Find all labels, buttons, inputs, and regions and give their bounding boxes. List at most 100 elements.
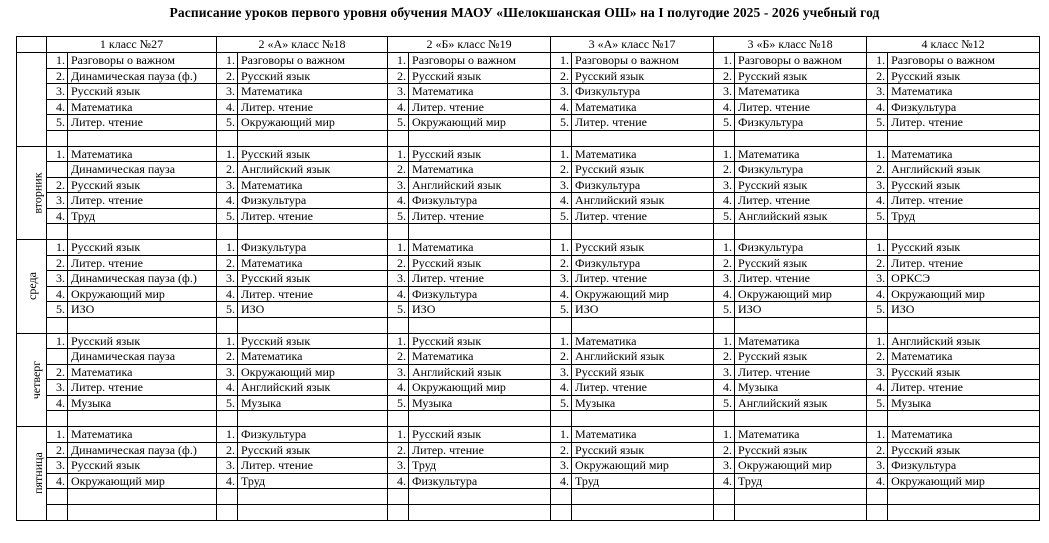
lesson-row: 4. Математика 4. Литер. чтение 4. Литер. чтен… bbox=[17, 98, 1041, 115]
lesson-row: 3. Русский язык 3. Литер. чтение 3. Труд 3. Окр… bbox=[17, 457, 1041, 474]
lesson-number: 1. bbox=[866, 239, 889, 256]
lesson-number: 5. bbox=[713, 114, 736, 131]
lesson-subject: Музыка bbox=[236, 394, 389, 411]
lesson-number: 3. bbox=[866, 176, 889, 193]
lesson-row bbox=[17, 488, 1041, 505]
lesson-number: 4. bbox=[713, 98, 736, 115]
lesson-row: среда 1. Русский язык 1. Физкультура 1. Матема… bbox=[16, 239, 1041, 334]
lesson-number: 3. bbox=[550, 83, 573, 100]
day-cell: понедельник bbox=[16, 52, 47, 147]
lesson-subject: Окружающий мир bbox=[67, 472, 217, 489]
lesson-subject: Музыка bbox=[67, 394, 217, 411]
lesson-subject: ИЗО bbox=[887, 301, 1041, 318]
empty-number-cell bbox=[866, 316, 889, 334]
lesson-subject: Русский язык bbox=[571, 239, 715, 256]
lesson-number: 4. bbox=[866, 98, 889, 115]
lesson-subject: Динамическая пауза (ф.) bbox=[67, 67, 217, 84]
lesson-row: 2. Русский язык 3. Математика 3. Английский я… bbox=[17, 176, 1041, 193]
lesson-row: Динамическая пауза 2. Математика 2. Математи… bbox=[17, 348, 1041, 365]
empty-subject-cell bbox=[408, 129, 552, 147]
lesson-number: 2. bbox=[866, 348, 889, 365]
lesson-number: 3. bbox=[866, 270, 889, 287]
lesson-number bbox=[387, 488, 410, 505]
lesson-subject: Математика bbox=[571, 98, 715, 115]
lesson-number: 3. bbox=[866, 83, 889, 100]
empty-subject-cell bbox=[887, 129, 1041, 147]
lesson-subject: Литер. чтение bbox=[887, 192, 1041, 209]
lesson-number: 5. bbox=[550, 114, 573, 131]
empty-number-cell bbox=[866, 410, 889, 427]
lesson-number bbox=[46, 488, 68, 505]
lesson-number: 5. bbox=[216, 394, 238, 411]
empty-subject-cell bbox=[571, 223, 715, 240]
lesson-subject: Математика bbox=[571, 145, 715, 162]
lesson-subject: Русский язык bbox=[408, 332, 552, 349]
lesson-row: 3. Динамическая пауза (ф.) 3. Русский язык 3… bbox=[17, 270, 1041, 287]
lesson-number: 4. bbox=[46, 207, 68, 224]
lesson-number: 4. bbox=[550, 472, 573, 489]
lesson-subject: Английский язык bbox=[734, 207, 868, 224]
empty-subject-cell bbox=[67, 316, 217, 334]
lesson-number: 3. bbox=[387, 363, 410, 380]
lesson-number: 4. bbox=[46, 285, 68, 302]
lesson-subject: Литер. чтение bbox=[236, 98, 389, 115]
lesson-subject: Русский язык bbox=[67, 332, 217, 349]
lesson-subject: Русский язык bbox=[408, 145, 552, 162]
lesson-row: 4. Окружающий мир 4. Труд 4. Физкультура 4. Тру… bbox=[17, 472, 1041, 489]
lesson-number: 2. bbox=[216, 348, 238, 365]
lesson-subject: Литер. чтение bbox=[67, 192, 217, 209]
lesson-number bbox=[46, 348, 68, 365]
lesson-subject: Русский язык bbox=[236, 332, 389, 349]
lesson-subject: Английский язык bbox=[236, 161, 389, 178]
lesson-number: 1. bbox=[713, 332, 736, 349]
lesson-subject: Русский язык bbox=[887, 67, 1041, 84]
lesson-number: 5. bbox=[866, 207, 889, 224]
lesson-number: 3. bbox=[387, 457, 410, 474]
empty-number-cell bbox=[46, 129, 68, 147]
empty-number-cell bbox=[713, 503, 736, 521]
lesson-subject: Окружающий мир bbox=[734, 457, 868, 474]
lesson-number: 4. bbox=[387, 379, 410, 396]
lesson-number: 1. bbox=[216, 52, 238, 69]
day-cell: вторник bbox=[16, 145, 47, 240]
empty-number-cell bbox=[713, 223, 736, 240]
lesson-number: 2. bbox=[866, 441, 889, 458]
lesson-subject: Литер. чтение bbox=[734, 192, 868, 209]
lesson-subject: Музыка bbox=[408, 394, 552, 411]
lesson-number bbox=[216, 488, 238, 505]
lesson-number: 1. bbox=[387, 145, 410, 162]
lesson-number bbox=[866, 488, 889, 505]
lesson-number: 2. bbox=[387, 441, 410, 458]
lesson-number: 3. bbox=[550, 270, 573, 287]
lesson-subject: Математика bbox=[67, 426, 217, 443]
lesson-subject: Математика bbox=[734, 426, 868, 443]
class-header: 2 «А» класс №18 bbox=[215, 36, 389, 53]
lesson-subject: Русский язык bbox=[734, 67, 868, 84]
lesson-subject: Английский язык bbox=[887, 161, 1041, 178]
lesson-number: 1. bbox=[550, 145, 573, 162]
lesson-row: 2. Динамическая пауза (ф.) 2. Русский язык 2… bbox=[17, 441, 1041, 458]
lesson-subject: Русский язык bbox=[408, 254, 552, 271]
empty-number-cell bbox=[216, 129, 238, 147]
lesson-subject: Английский язык bbox=[236, 379, 389, 396]
empty-subject-cell bbox=[236, 223, 389, 240]
lesson-subject: Литер. чтение bbox=[67, 114, 217, 131]
lesson-subject: Окружающий мир bbox=[236, 114, 389, 131]
day-label: среда bbox=[24, 272, 39, 301]
lesson-subject: Русский язык bbox=[734, 176, 868, 193]
lesson-subject: Математика bbox=[734, 145, 868, 162]
lesson-row: пятница 1. Математика 1. Физкультура 1. Русски… bbox=[16, 426, 1041, 521]
empty-subject-cell bbox=[571, 410, 715, 427]
empty-number-cell bbox=[216, 410, 238, 427]
empty-number-cell bbox=[46, 503, 68, 521]
empty-subject-cell bbox=[408, 410, 552, 427]
lesson-number: 2. bbox=[46, 67, 68, 84]
lesson-number: 2. bbox=[387, 161, 410, 178]
lesson-subject: Литер. чтение bbox=[236, 285, 389, 302]
lesson-subject: Литер. чтение bbox=[408, 270, 552, 287]
day-cell: среда bbox=[16, 239, 47, 334]
lesson-subject: Разговоры о важном bbox=[887, 52, 1041, 69]
lesson-subject: Физкультура bbox=[734, 161, 868, 178]
lesson-subject: Разговоры о важном bbox=[571, 52, 715, 69]
empty-number-cell bbox=[387, 223, 410, 240]
